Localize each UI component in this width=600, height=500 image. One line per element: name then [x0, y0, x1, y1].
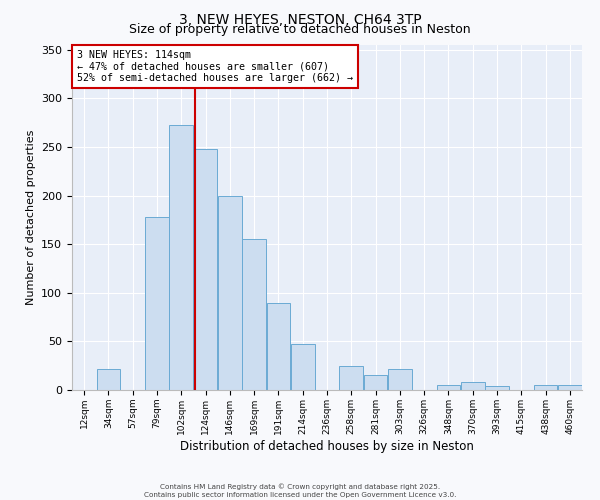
Bar — [461, 382, 485, 390]
X-axis label: Distribution of detached houses by size in Neston: Distribution of detached houses by size … — [180, 440, 474, 452]
Bar — [169, 124, 193, 390]
Bar — [242, 240, 266, 390]
Bar — [145, 217, 169, 390]
Text: Contains HM Land Registry data © Crown copyright and database right 2025.
Contai: Contains HM Land Registry data © Crown c… — [144, 484, 456, 498]
Bar — [218, 196, 242, 390]
Text: Size of property relative to detached houses in Neston: Size of property relative to detached ho… — [129, 22, 471, 36]
Bar — [340, 366, 363, 390]
Bar — [364, 376, 388, 390]
Bar — [485, 386, 509, 390]
Y-axis label: Number of detached properties: Number of detached properties — [26, 130, 35, 305]
Bar — [533, 385, 557, 390]
Bar — [291, 344, 314, 390]
Bar — [388, 368, 412, 390]
Bar — [437, 385, 460, 390]
Bar — [266, 302, 290, 390]
Bar — [97, 368, 121, 390]
Bar — [194, 149, 217, 390]
Bar — [558, 385, 582, 390]
Text: 3 NEW HEYES: 114sqm
← 47% of detached houses are smaller (607)
52% of semi-detac: 3 NEW HEYES: 114sqm ← 47% of detached ho… — [77, 50, 353, 84]
Text: 3, NEW HEYES, NESTON, CH64 3TP: 3, NEW HEYES, NESTON, CH64 3TP — [179, 12, 421, 26]
